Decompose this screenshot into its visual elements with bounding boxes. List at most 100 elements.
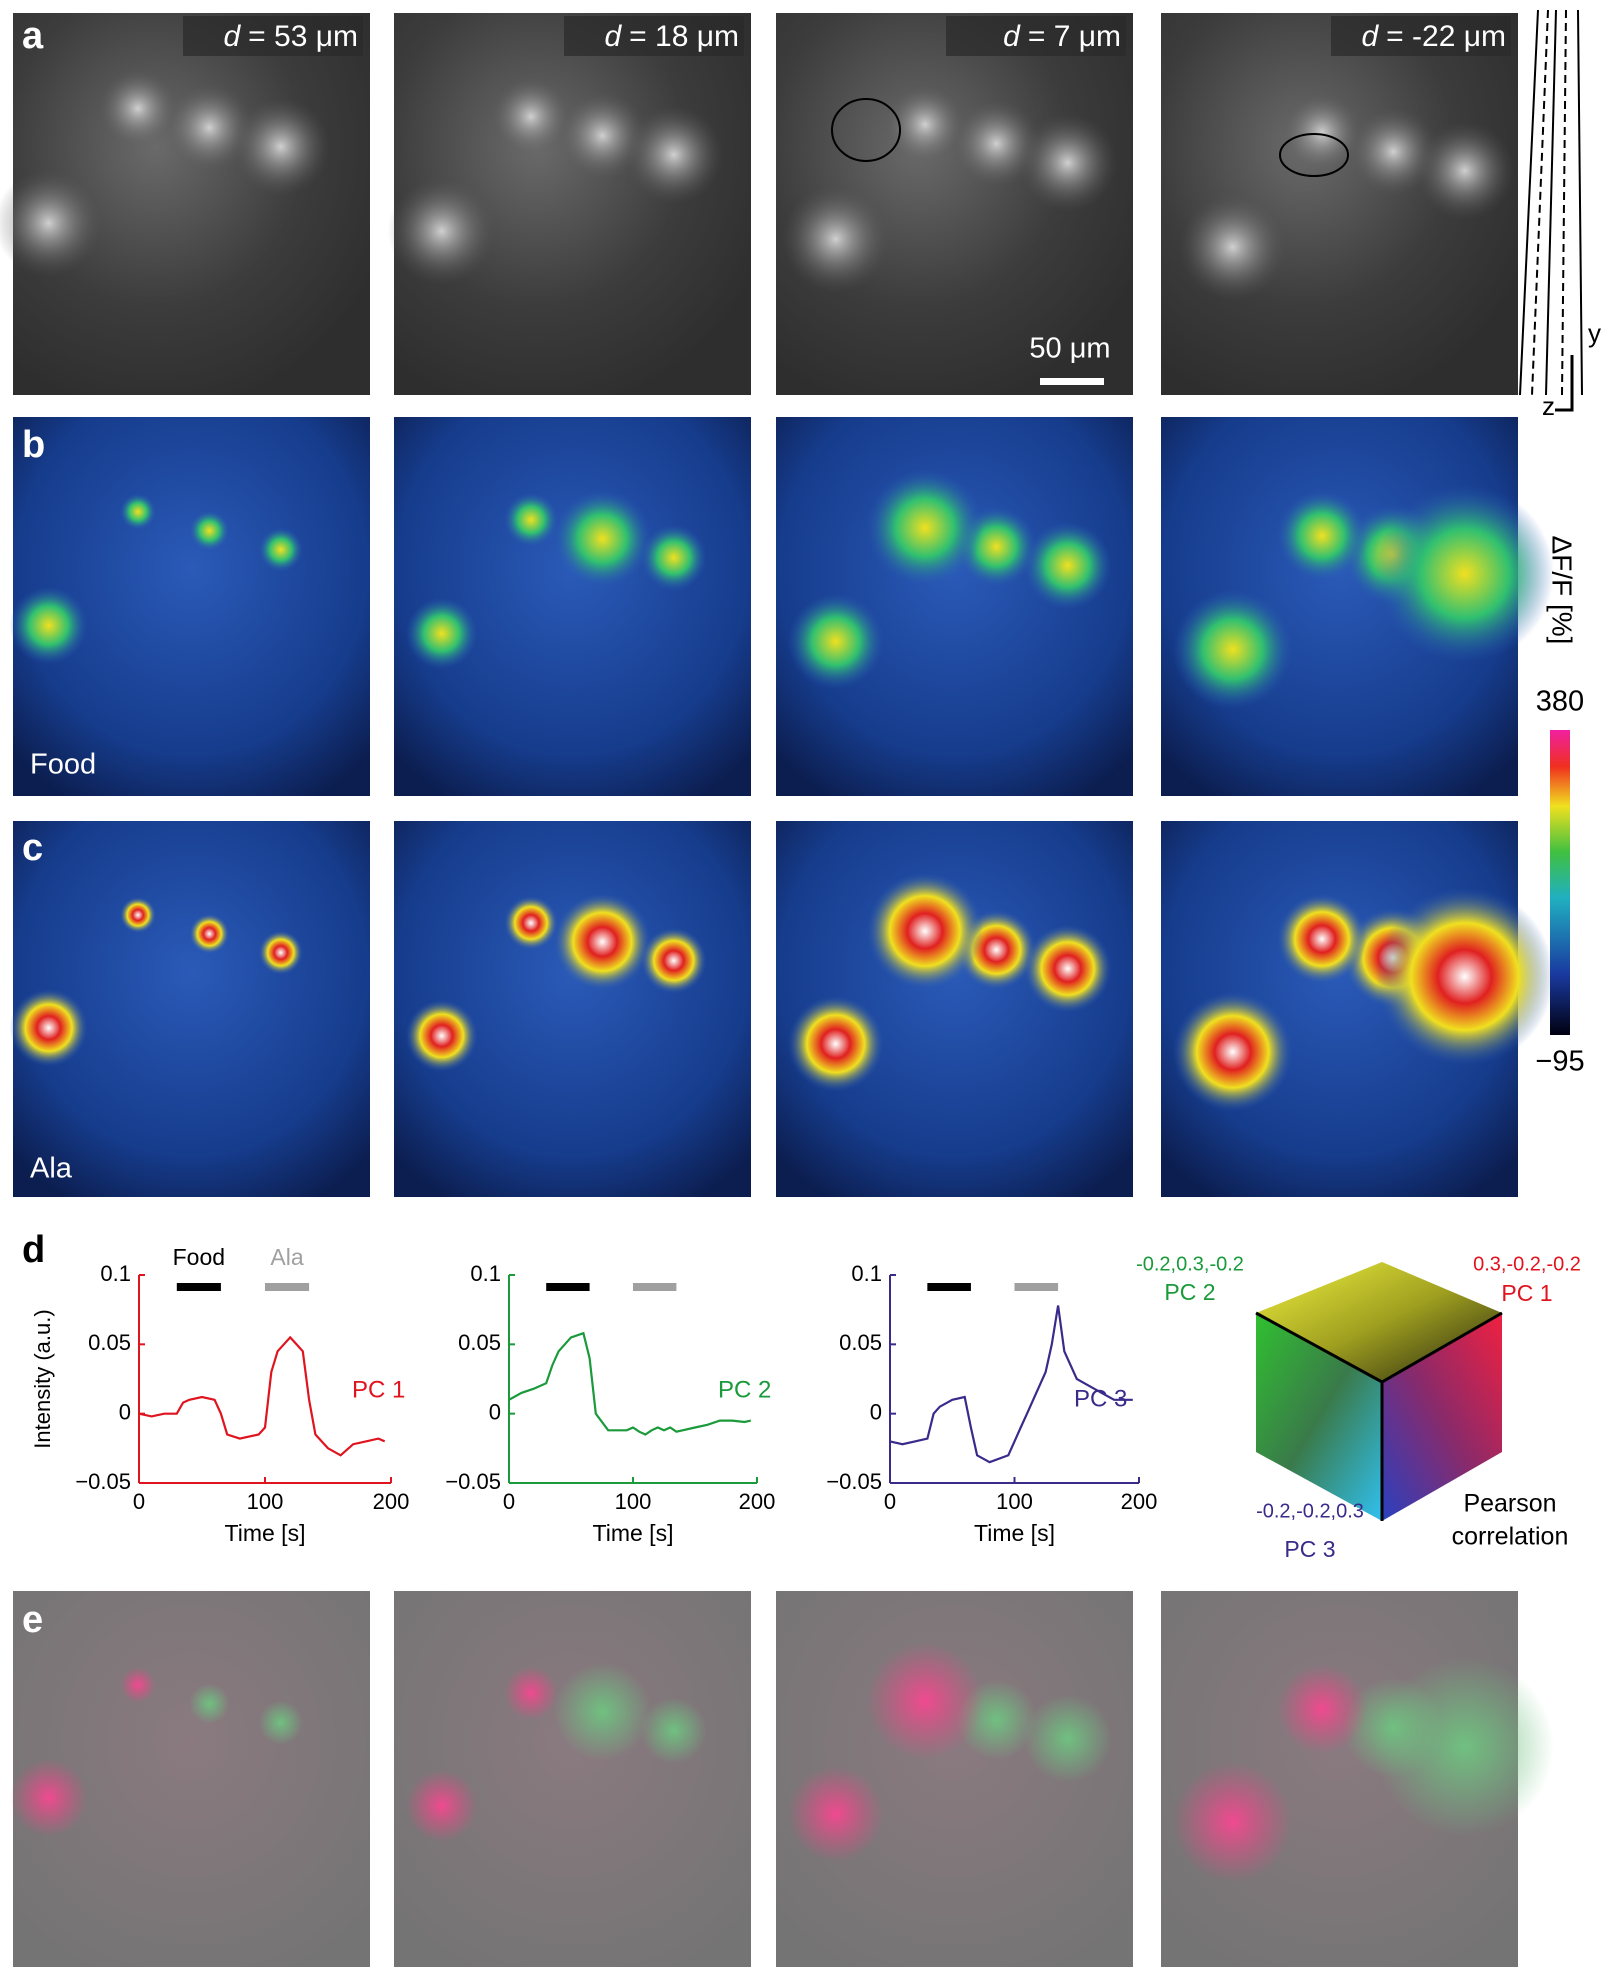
signal-blob: [787, 995, 884, 1092]
signal-blob: [553, 1663, 652, 1761]
cube-caption: Pearson: [1463, 1490, 1556, 1518]
x-tick-label: 0: [503, 1489, 515, 1514]
panel-letter: c: [22, 827, 43, 869]
series-label: PC 3: [1074, 1385, 1127, 1412]
colorbar-label: ΔF/F [%]: [1547, 536, 1578, 645]
x-tick-label: 100: [615, 1489, 652, 1514]
signal-blob: [1375, 484, 1555, 664]
plane-line: [1561, 9, 1567, 396]
axis-label: z: [1542, 391, 1555, 421]
depth-value: = -22 μm: [1386, 20, 1506, 53]
depth-value: = 7 μm: [1028, 20, 1121, 53]
y-tick-label: −0.05: [75, 1469, 131, 1494]
signal-blob: [1276, 1664, 1367, 1754]
signal-blob: [1281, 92, 1363, 173]
roi-outline: [831, 98, 901, 162]
colorbar-min: −95: [1535, 1046, 1584, 1078]
signal-blob: [503, 492, 558, 547]
panel-letter: d: [22, 1229, 45, 1271]
y-tick-label: 0.1: [100, 1261, 131, 1286]
signal-blob: [258, 1700, 303, 1745]
y-tick-label: 0.1: [470, 1261, 501, 1286]
signal-blob: [0, 169, 103, 278]
x-tick-label: 100: [247, 1489, 284, 1514]
signal-blob: [9, 988, 88, 1067]
axis-label: y: [1588, 318, 1601, 348]
signal-blob: [119, 1667, 156, 1703]
signal-blob: [189, 510, 230, 551]
panel-letter: a: [22, 15, 44, 57]
y-tick-label: 0: [119, 1399, 131, 1424]
signal-blob: [503, 1666, 558, 1720]
cube-caption: correlation: [1452, 1523, 1569, 1551]
signal-blob: [405, 597, 478, 670]
signal-blob: [119, 493, 156, 530]
colorbar: [1550, 730, 1570, 1035]
signal-blob: [640, 524, 707, 591]
trace: [138, 1335, 386, 1457]
x-tick-label: 200: [373, 1489, 410, 1514]
trace: [889, 1305, 1133, 1464]
signal-blob: [1178, 193, 1287, 302]
stimulus-bar: [927, 1283, 971, 1291]
panel-letter: b: [22, 424, 45, 466]
x-tick-label: 200: [1121, 1489, 1158, 1514]
signal-blob: [189, 1683, 230, 1724]
corner-coords: 0.3,-0.2,-0.2: [1473, 1253, 1581, 1275]
plane-line: [1519, 9, 1539, 396]
row-label: Food: [30, 749, 96, 781]
trace: [508, 1331, 752, 1436]
signal-blob: [97, 68, 179, 149]
signal-blob: [258, 527, 303, 572]
signal-blob: [1172, 991, 1293, 1112]
panel-letter: e: [22, 1599, 43, 1641]
signal-blob: [553, 893, 652, 991]
signal-blob: [231, 97, 331, 197]
depth-symbol: d: [1361, 20, 1379, 53]
label-bg: [946, 16, 1126, 56]
signal-blob: [9, 1758, 88, 1837]
signal-blob: [1375, 1657, 1555, 1836]
signal-blob: [1375, 887, 1555, 1066]
signal-blob: [1172, 589, 1293, 710]
label-bg: [183, 16, 363, 56]
plane-line: [1545, 9, 1557, 396]
x-tick-label: 200: [739, 1489, 776, 1514]
signal-blob: [1276, 894, 1367, 984]
label-bg: [1331, 16, 1511, 56]
signal-blob: [1023, 924, 1112, 1013]
y-tick-label: 0.05: [88, 1330, 131, 1355]
label-bg: [564, 16, 744, 56]
signal-blob: [9, 586, 88, 665]
signal-blob: [1023, 521, 1112, 610]
y-tick-label: 0: [870, 1399, 882, 1424]
cube-face: [1256, 1262, 1502, 1382]
signal-blob: [119, 897, 156, 933]
x-axis-label: Time [s]: [593, 1520, 674, 1546]
signal-blob: [884, 84, 966, 165]
stimulus-bar: [546, 1283, 590, 1291]
corner-name: PC 1: [1501, 1280, 1552, 1306]
x-tick-label: 0: [884, 1489, 896, 1514]
depth-label: d = 18 μm: [604, 20, 739, 53]
x-tick-label: 100: [996, 1489, 1033, 1514]
signal-blob: [1018, 113, 1118, 213]
roi-outline: [1279, 133, 1349, 177]
corner-coords: -0.2,-0.2,0.3: [1256, 1500, 1364, 1522]
depth-label: d = 7 μm: [1003, 20, 1121, 53]
axis-glyph: [1555, 355, 1574, 412]
signal-blob: [866, 1642, 984, 1760]
signal-blob: [866, 469, 984, 587]
plane-line: [1577, 9, 1583, 396]
signal-blob: [1415, 121, 1515, 221]
corner-name: PC 2: [1164, 1279, 1215, 1305]
signal-blob: [866, 872, 984, 990]
scale-bar: [1040, 378, 1104, 385]
stimulus-label: Food: [173, 1244, 225, 1270]
y-tick-label: 0.05: [839, 1330, 882, 1355]
depth-label: d = -22 μm: [1361, 20, 1506, 53]
signal-blob: [787, 1765, 884, 1862]
x-tick-label: 0: [133, 1489, 145, 1514]
stimulus-bar: [265, 1283, 310, 1291]
series-label: PC 2: [718, 1376, 771, 1403]
